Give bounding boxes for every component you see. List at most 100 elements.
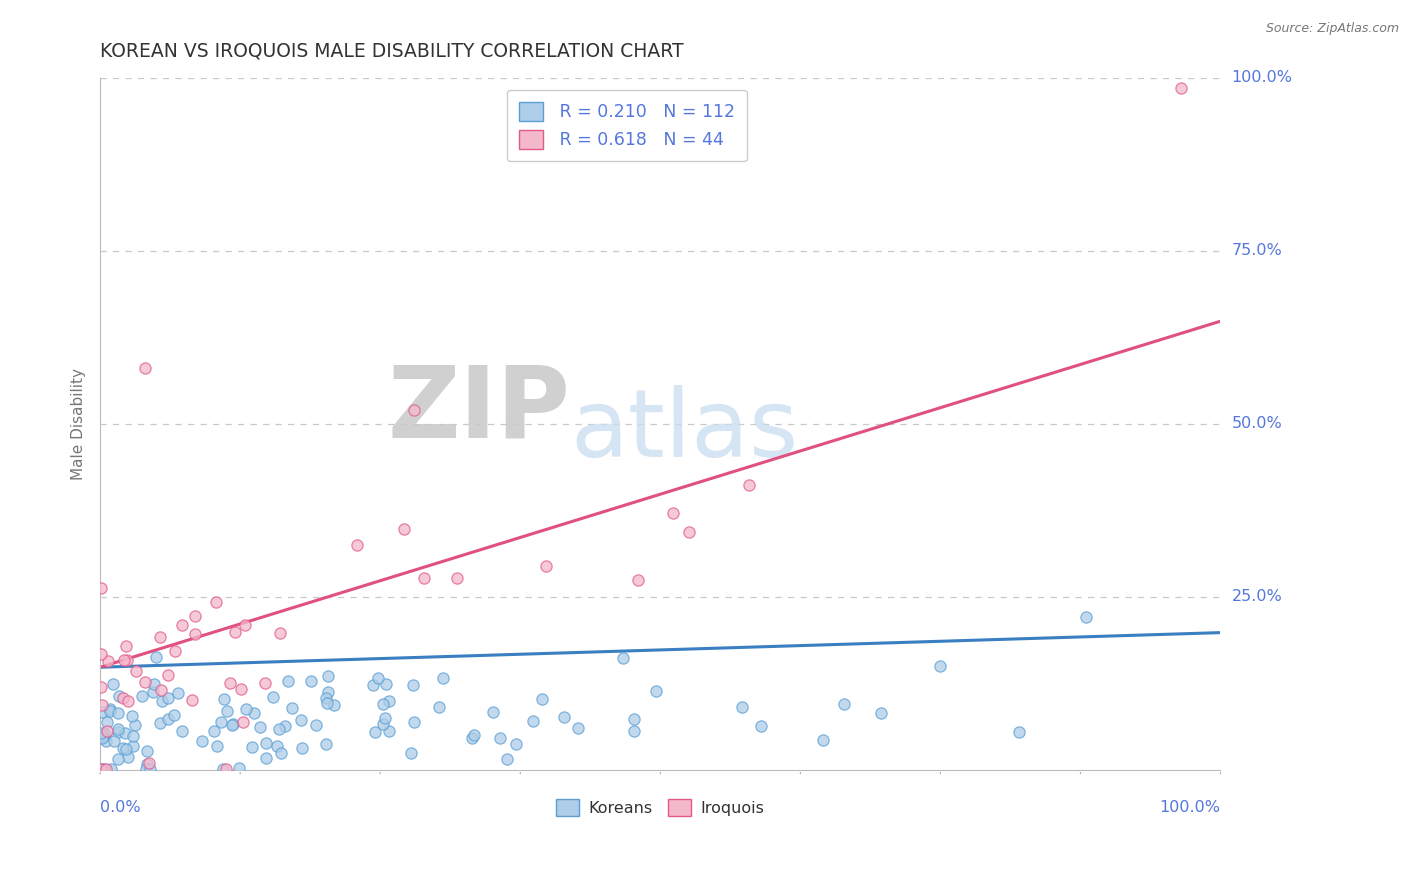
Point [131,689,153,703]
Point [156,690,179,705]
Point [281,701,304,715]
Point [136,744,159,758]
Point [534,559,557,574]
Point [229,682,252,697]
Point [262,690,284,705]
Point [138,756,160,770]
Text: ZIP: ZIP [388,361,571,458]
Point [290,713,312,727]
Point [731,699,754,714]
Point [91,729,114,743]
Point [163,643,186,657]
Point [107,706,129,720]
Point [315,737,337,751]
Point [402,402,425,417]
Point [305,718,328,732]
Point [374,711,396,725]
Point [316,668,339,682]
Point [249,720,271,734]
Point [112,653,135,667]
Point [623,723,645,738]
Point [346,538,368,552]
Point [97,654,120,668]
Point [214,762,236,776]
Point [315,696,337,710]
Point [205,739,228,753]
Point [274,719,297,733]
Point [202,723,225,738]
Point [749,719,772,733]
Point [156,712,179,726]
Point [233,617,256,632]
Point [315,690,337,705]
Point [90,728,112,742]
Point [461,731,484,745]
Point [209,715,232,730]
Point [567,721,589,735]
Point [221,717,243,731]
Point [170,617,193,632]
Point [404,714,426,729]
Point [678,524,700,539]
Point [145,650,167,665]
Point [811,733,834,747]
Point [489,731,512,745]
Point [134,361,156,376]
Point [107,722,129,736]
Point [522,714,544,728]
Point [150,683,173,698]
Point [90,581,112,595]
Point [401,678,423,692]
Point [142,677,165,691]
Point [1170,81,1192,95]
Text: 100.0%: 100.0% [1232,70,1292,85]
Point [832,697,855,711]
Point [111,690,134,705]
Point [115,742,138,756]
Point [94,762,117,776]
Point [114,725,136,739]
Text: Source: ZipAtlas.com: Source: ZipAtlas.com [1265,22,1399,36]
Point [122,729,145,743]
Point [291,741,314,756]
Point [91,762,114,776]
Point [228,761,250,775]
Point [1008,724,1031,739]
Text: 25.0%: 25.0% [1232,589,1282,604]
Point [93,762,115,776]
Point [316,685,339,699]
Point [495,752,517,766]
Point [183,609,205,624]
Point [150,694,173,708]
Y-axis label: Male Disability: Male Disability [72,368,86,480]
Point [463,728,485,742]
Point [121,708,143,723]
Point [378,693,401,707]
Point [115,652,138,666]
Point [215,704,238,718]
Point [224,624,246,639]
Point [149,630,172,644]
Point [117,750,139,764]
Point [553,710,575,724]
Point [184,627,207,641]
Point [270,746,292,760]
Point [100,762,122,776]
Point [94,726,117,740]
Point [394,522,416,536]
Point [737,478,759,492]
Point [107,752,129,766]
Text: 100.0%: 100.0% [1160,800,1220,815]
Point [322,698,344,712]
Point [172,724,194,739]
Point [254,736,277,750]
Point [136,757,159,772]
Point [124,718,146,732]
Point [167,686,190,700]
Point [107,725,129,739]
Point [363,725,385,739]
Point [378,723,401,738]
Point [505,737,527,751]
Point [90,762,112,776]
Point [90,731,112,745]
